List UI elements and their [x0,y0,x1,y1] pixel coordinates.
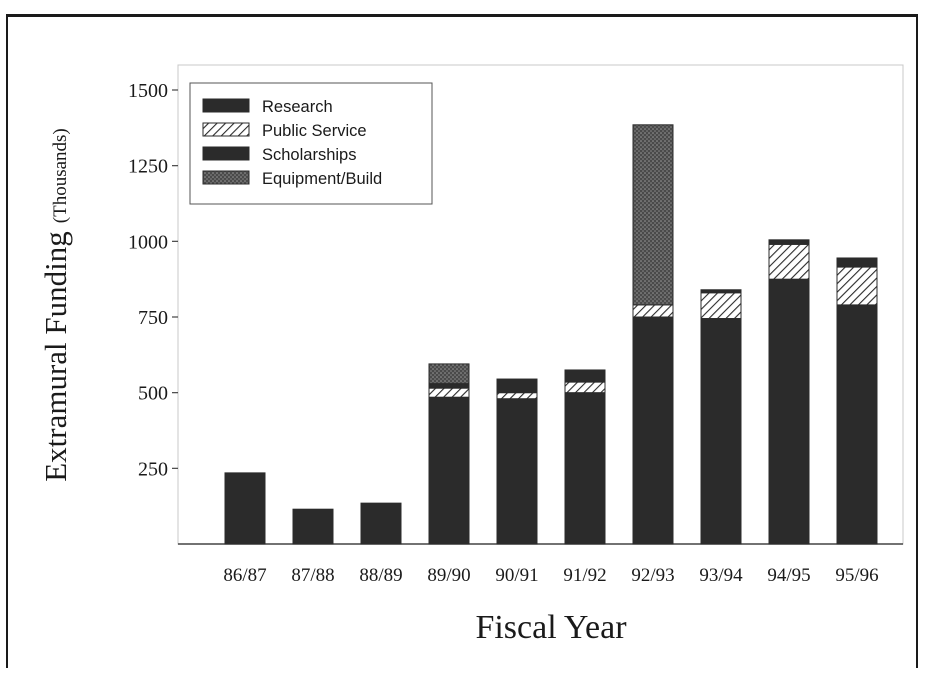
bar-stacks [224,124,878,545]
legend-label: Public Service [262,122,367,140]
bar-stack [428,363,470,545]
x-axis-ticks: 86/87 87/88 88/89 89/90 90/91 91/92 92/93 93/94… [223,565,878,586]
bar-stack [632,124,674,545]
legend-label: Scholarships [262,146,356,164]
y-tick-label: 500 [138,383,168,405]
bar-stack [224,472,266,545]
bar-stack [496,378,538,545]
legend-swatch [202,170,250,185]
y-axis-label: Extramural Funding (Thousands) [38,128,73,482]
legend: Research Public Service Scholarships Equipm… [189,82,433,205]
bar-segment-scholarships [700,289,742,294]
chart-frame [6,14,918,668]
bar-segment-scholarships [564,369,606,383]
bar-stack [700,289,742,545]
bar-segment-research [292,508,334,545]
bar-segment-equipment-build [632,124,674,306]
bar-stack [360,502,402,545]
x-tick-label: 95/96 [835,565,878,586]
bar-segment-public-service [496,392,538,400]
legend-swatch [202,98,250,113]
bar-stack [292,508,334,545]
bar-segment-equipment-build [428,363,470,385]
bar-segment-public-service [700,292,742,320]
bar-segment-public-service [564,381,606,394]
bar-segment-scholarships [428,383,470,389]
x-tick-label: 88/89 [359,565,402,586]
bar-segment-research [224,472,266,545]
bar-segment-public-service [632,304,674,318]
bar-segment-research [836,304,878,545]
bar-segment-scholarships [768,239,810,245]
bar-segment-public-service [768,243,810,280]
bar-stack [564,369,606,545]
y-tick-label: 1000 [128,231,168,253]
x-tick-label: 92/93 [631,565,674,586]
y-tick-label: 750 [138,307,168,329]
bar-segment-scholarships [836,257,878,268]
y-tick-label: 1500 [128,80,168,102]
y-axis-label-unit: (Thousands) [50,128,71,223]
legend-swatch [202,122,250,137]
x-axis-label: Fiscal Year [475,609,627,646]
bar-segment-research [768,278,810,545]
bar-stack [768,239,810,545]
bar-segment-research [700,318,742,545]
y-tick-label: 250 [138,458,168,480]
legend-label: Equipment/Build [262,170,382,188]
bar-stack [836,257,878,545]
x-tick-label: 86/87 [223,565,266,586]
bar-segment-research [428,396,470,545]
x-tick-label: 94/95 [767,565,810,586]
bar-segment-research [564,392,606,545]
x-tick-label: 89/90 [427,565,470,586]
x-tick-label: 87/88 [291,565,334,586]
bar-segment-research [496,398,538,545]
bar-segment-research [360,502,402,545]
bar-segment-public-service [836,266,878,306]
x-tick-label: 93/94 [699,565,743,586]
x-tick-label: 91/92 [563,565,606,586]
legend-swatch [202,146,250,161]
y-axis-ticks: 250 500 750 1000 1250 1500 [128,80,178,480]
y-axis-label-main: Extramural Funding [38,231,73,482]
bar-segment-scholarships [496,378,538,394]
legend-label: Research [262,98,333,116]
bar-segment-public-service [428,387,470,398]
bar-segment-research [632,316,674,545]
x-tick-label: 90/91 [495,565,538,586]
y-tick-label: 1250 [128,156,168,178]
